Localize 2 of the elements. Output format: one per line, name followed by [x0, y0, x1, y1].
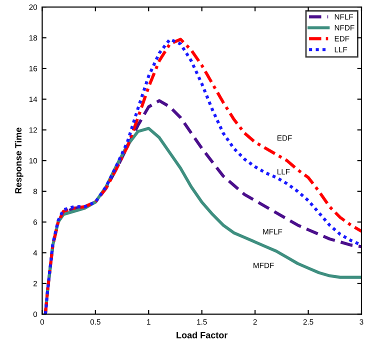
y-axis-title: Response Time [14, 128, 24, 194]
x-axis-title: Load Factor [176, 332, 228, 338]
